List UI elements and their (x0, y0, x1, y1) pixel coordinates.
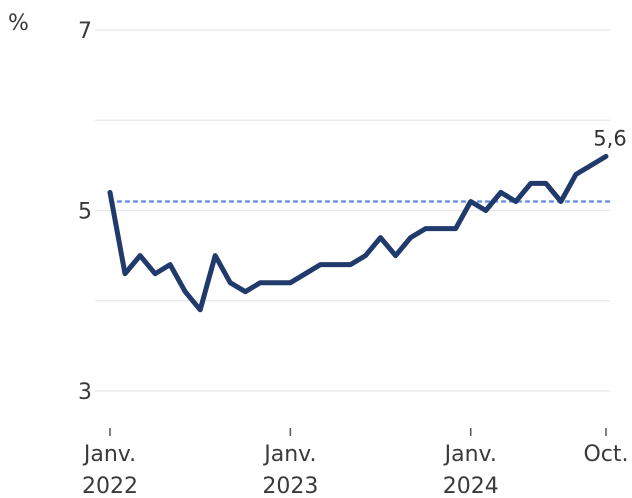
series-line (107, 153, 609, 313)
series-group (107, 153, 609, 313)
x-tick-label: Oct. (583, 442, 628, 467)
y-tick-label: 7 (78, 19, 92, 44)
y-axis: % 7 5 3 (8, 11, 92, 405)
x-tick-label: 2022 (82, 474, 138, 498)
x-tick-label: Janv. (443, 442, 497, 467)
x-axis: Janv. 2022 Janv. 2023 Janv. 2024 Oct. (82, 428, 629, 498)
x-tick-label: 2023 (262, 474, 318, 498)
grid-lines (95, 29, 610, 392)
x-tick-label: Janv. (262, 442, 316, 467)
end-value-label: 5,6 (593, 126, 626, 150)
x-tick-label: Janv. (82, 442, 136, 467)
annotations: 5,6 (593, 126, 626, 150)
x-tick-label: 2024 (443, 474, 499, 498)
y-tick-label: 5 (78, 200, 92, 225)
y-tick-label: 3 (78, 380, 92, 405)
y-axis-unit-label: % (8, 11, 29, 36)
